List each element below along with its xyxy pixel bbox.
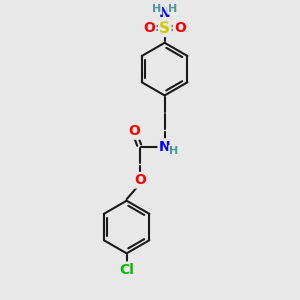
Text: H: H <box>168 4 177 14</box>
Text: O: O <box>128 124 140 138</box>
Text: O: O <box>143 21 155 35</box>
Text: Cl: Cl <box>119 263 134 277</box>
Text: H: H <box>152 4 161 14</box>
Text: O: O <box>174 21 186 35</box>
Text: H: H <box>169 146 178 156</box>
Text: N: N <box>159 6 170 20</box>
Text: O: O <box>134 173 146 187</box>
Text: N: N <box>159 140 170 154</box>
Text: S: S <box>159 21 170 36</box>
